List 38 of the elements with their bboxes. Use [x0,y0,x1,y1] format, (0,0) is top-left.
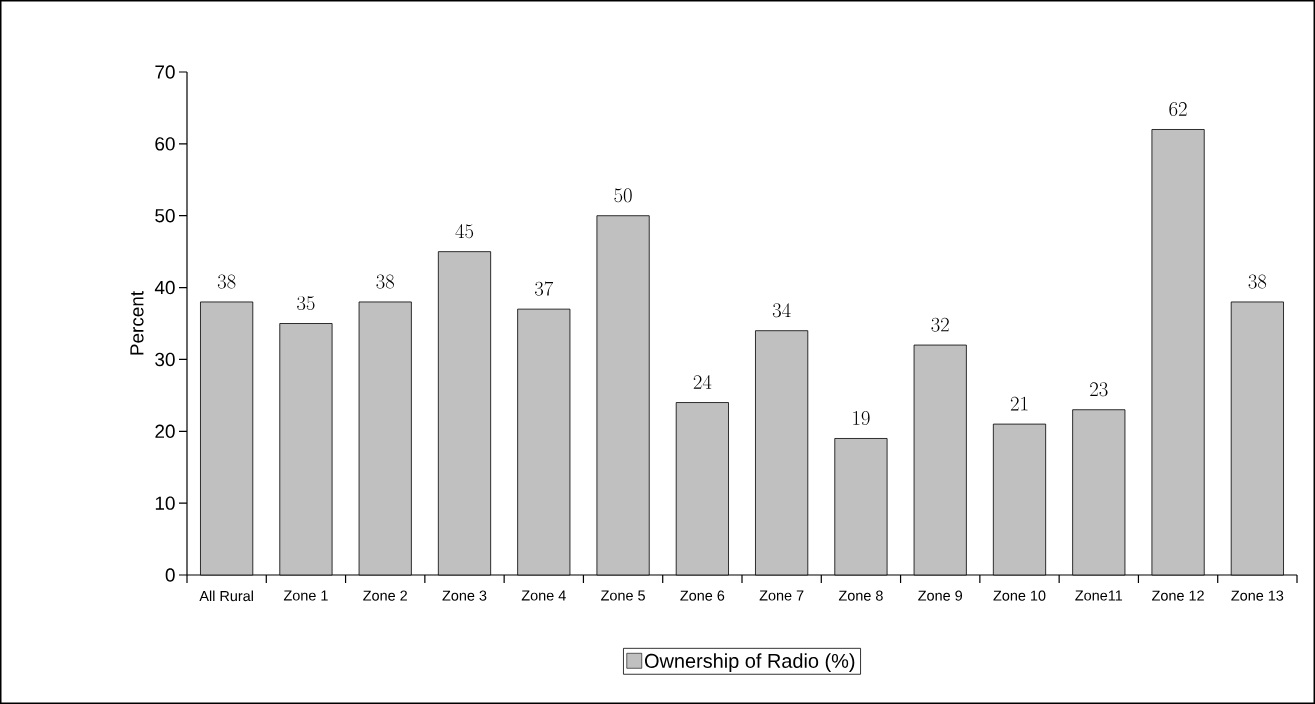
x-tick-label: Zone 7 [759,590,804,601]
data-label: 37 [535,281,554,296]
data-label: 32 [931,317,949,332]
x-tick-label: Zone 2 [363,590,407,601]
x-tick-label: Zone 8 [838,590,883,601]
y-tick-label: 30 [155,352,175,367]
data-label: 34 [772,303,791,318]
y-tick-label: 10 [155,496,175,510]
data-label: 38 [1248,274,1267,289]
x-tick-label: Zone 3 [442,590,487,601]
x-tick-label: Zone11 [1075,590,1123,601]
x-tick-label: Zone 1 [283,590,328,601]
x-tick-label: All Rural [199,590,253,602]
y-tick-label: 60 [155,137,175,151]
x-tick-label: Zone 5 [601,590,645,601]
x-tick-label: Zone 9 [918,590,963,601]
y-axis-title: Percent [130,291,144,355]
y-tick-label: 40 [154,280,175,295]
data-label: 62 [1169,102,1187,117]
data-label: 38 [376,274,394,289]
data-label: 23 [1090,382,1108,397]
x-tick-label: Zone 6 [680,590,725,601]
data-label: 19 [853,411,870,426]
x-tick-label: Zone 10 [993,590,1046,601]
legend-label: Ownership of Radio (%) [644,653,855,672]
data-label: 45 [455,224,474,239]
data-label: 35 [297,296,315,311]
data-label: 38 [217,274,236,289]
x-tick-label: Zone 13 [1231,590,1284,601]
data-label: 24 [693,375,712,389]
y-tick-label: 50 [155,209,175,223]
y-tick-label: 0 [165,568,175,582]
data-label: 50 [614,188,632,203]
data-label: 21 [1010,396,1028,411]
y-tick-label: 20 [155,424,175,438]
y-tick-label: 70 [155,65,175,79]
x-tick-label: Zone 4 [521,590,566,601]
x-tick-label: Zone 12 [1152,590,1204,601]
